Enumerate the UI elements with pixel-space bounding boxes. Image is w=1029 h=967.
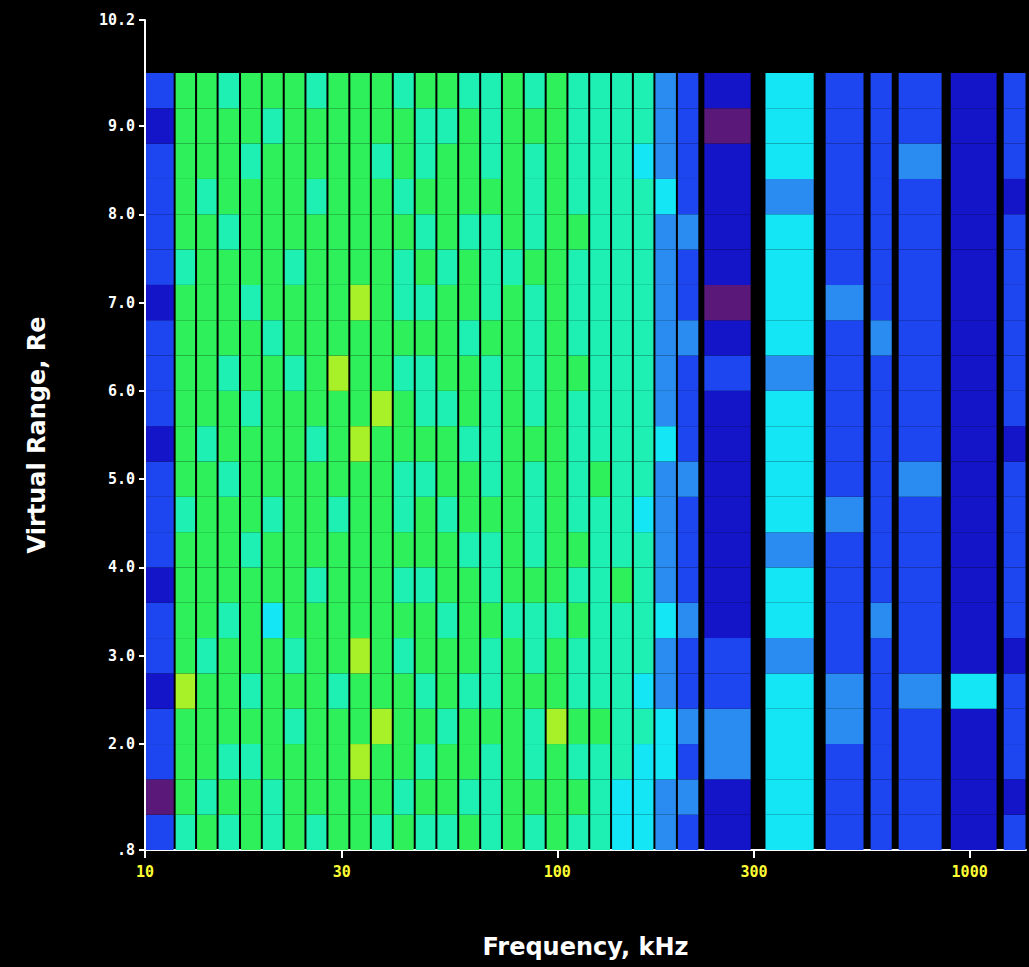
svg-text:300: 300	[740, 863, 767, 881]
svg-text:10.2: 10.2	[99, 11, 135, 29]
svg-text:6.0: 6.0	[108, 382, 135, 400]
svg-text:10: 10	[136, 863, 154, 881]
svg-text:4.0: 4.0	[108, 558, 135, 576]
svg-text:3.0: 3.0	[108, 647, 135, 665]
svg-text:.8: .8	[117, 841, 135, 859]
svg-text:9.0: 9.0	[108, 117, 135, 135]
svg-text:100: 100	[544, 863, 571, 881]
svg-text:5.0: 5.0	[108, 470, 135, 488]
svg-text:8.0: 8.0	[108, 205, 135, 223]
svg-text:7.0: 7.0	[108, 294, 135, 312]
svg-text:Virtual Range, Re: Virtual Range, Re	[23, 317, 51, 554]
svg-text:Frequency, kHz: Frequency, kHz	[482, 933, 688, 961]
svg-text:2.0: 2.0	[108, 735, 135, 753]
svg-text:30: 30	[333, 863, 351, 881]
svg-text:1000: 1000	[952, 863, 988, 881]
